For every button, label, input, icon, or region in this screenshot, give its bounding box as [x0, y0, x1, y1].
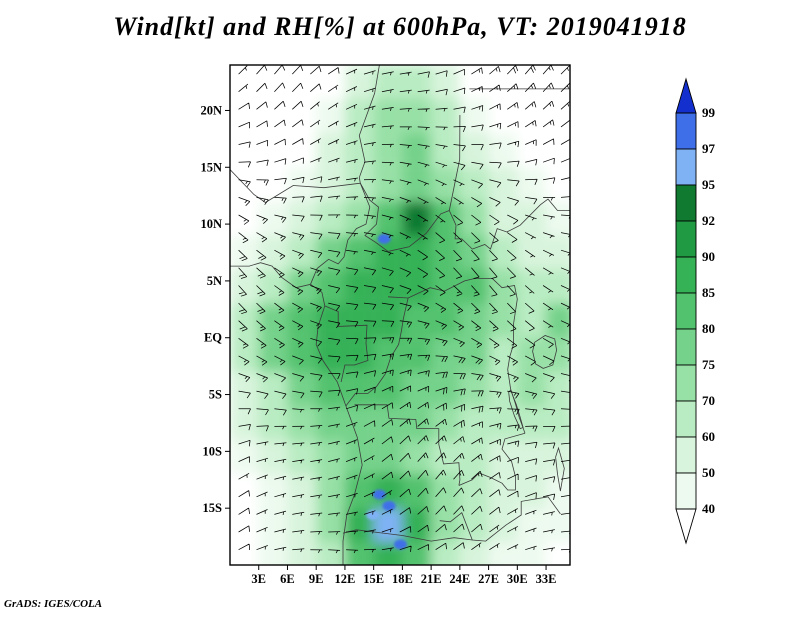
map-frame [229, 64, 571, 566]
lon-tick-label: 12E [335, 572, 356, 586]
border-west-coast [230, 262, 363, 565]
colorbar-segment [675, 148, 697, 186]
colorbar-label: 97 [702, 141, 716, 156]
colorbar-segment [675, 112, 697, 150]
lon-tick-label: 9E [309, 572, 324, 586]
lat-tick-label: EQ [204, 331, 222, 345]
colorbar-label: 80 [702, 321, 715, 336]
lat-tick-label: 5S [209, 388, 222, 402]
border-lake-malawi [555, 446, 565, 492]
plot-title: Wind[kt] and RH[%] at 600hPa, VT: 201904… [113, 12, 687, 41]
colorbar-label: 95 [702, 177, 716, 192]
lon-tick-label: 30E [507, 572, 528, 586]
border-lake-victoria [532, 335, 558, 369]
colorbar-label: 75 [702, 357, 716, 372]
wind-barbs-layer [238, 65, 570, 554]
border-angola-drc [354, 404, 461, 486]
axis-labels: 20N 15N 10N 5N EQ 5S 10S 15S 3E 6E 9E 12E 15E 18E 21E 2… [200, 103, 556, 586]
colorbar: 99 97 95 92 90 85 80 75 70 60 50 40 [675, 77, 716, 545]
colorbar-label: 90 [702, 249, 715, 264]
lat-tick-label: 20N [200, 103, 222, 117]
colorbar-label: 50 [702, 465, 715, 480]
rh-maximum-spot [372, 489, 386, 500]
border-chad-west [358, 65, 380, 184]
grads-credit: GrADS: IGES/COLA [4, 598, 103, 610]
lat-tick-label: 15S [203, 501, 223, 515]
border-drc-east [492, 278, 526, 434]
colorbar-label: 99 [702, 105, 716, 120]
lon-tick-label: 21E [421, 572, 442, 586]
border-sudan-west-south [448, 114, 570, 250]
rh-maximum-spot [382, 500, 396, 511]
colorbar-label: 85 [702, 285, 716, 300]
colorbar-segment [675, 184, 697, 222]
wind-barbs-path [238, 65, 570, 554]
lon-tick-label: 18E [392, 572, 413, 586]
lon-tick-label: 24E [449, 572, 470, 586]
colorbar-segment [675, 436, 697, 474]
border-sahel-chain [230, 169, 450, 252]
colorbar-segment [675, 256, 697, 294]
colorbar-segment [675, 292, 697, 330]
colorbar-arrow-top [675, 77, 697, 114]
rh-shading-layer [230, 65, 570, 565]
lon-tick-label: 15E [363, 572, 384, 586]
colorbar-label: 40 [702, 501, 715, 516]
lon-tick-label: 33E [536, 572, 557, 586]
lon-tick-label: 27E [478, 572, 499, 586]
border-gabon-congo [324, 305, 369, 383]
colorbar-label: 70 [702, 393, 715, 408]
colorbar-segment [675, 472, 697, 510]
colorbar-arrow-bottom [675, 508, 697, 545]
rh-maximum-spot [394, 539, 407, 550]
border-zambia-drc [458, 432, 526, 491]
lon-tick-label: 6E [280, 572, 295, 586]
border-angola-namibia [342, 529, 473, 542]
colorbar-label: 92 [702, 213, 715, 228]
lat-tick-label: 5N [207, 274, 222, 288]
colorbar-segment [675, 220, 697, 258]
colorbar-segment [675, 400, 697, 438]
lon-tick-label: 3E [251, 572, 266, 586]
colorbar-segment [675, 364, 697, 402]
lat-tick-label: 10N [200, 217, 222, 231]
colorbar-segment [675, 328, 697, 366]
border-zambezi-borders [439, 496, 561, 542]
rh-maximum-spot [377, 233, 391, 244]
colorbar-label: 60 [702, 429, 715, 444]
lat-tick-label: 10S [203, 444, 223, 458]
border-congo-river [345, 297, 409, 407]
lat-tick-label: 15N [200, 160, 222, 174]
